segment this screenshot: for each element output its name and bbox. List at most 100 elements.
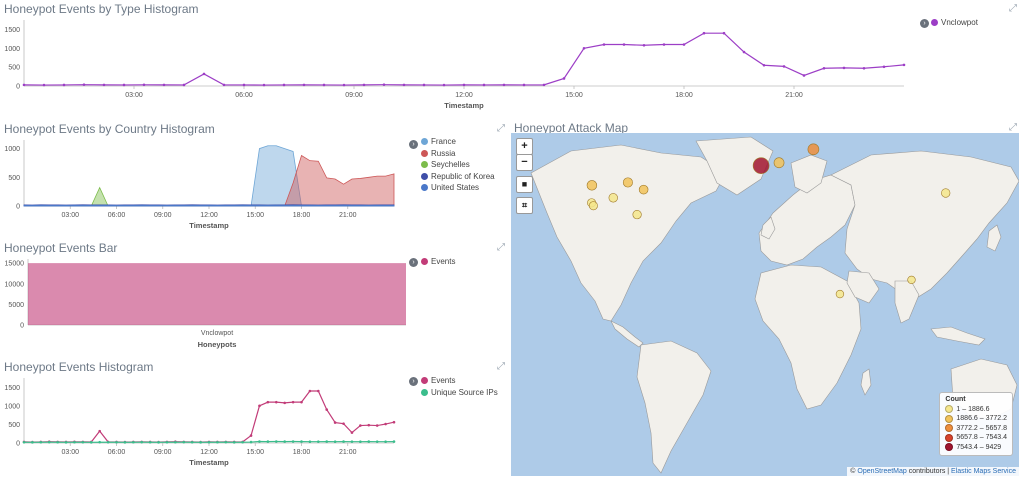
expand-icon[interactable]: ⤢ [1009, 3, 1017, 14]
data-point [274, 440, 278, 443]
data-point [22, 83, 26, 87]
data-point [258, 404, 261, 408]
data-point [291, 440, 295, 443]
legend-item[interactable]: Republic of Korea [421, 171, 495, 183]
data-point [73, 440, 76, 444]
map-point[interactable] [638, 184, 649, 195]
draw-rectangle-button[interactable]: ■ [516, 176, 533, 193]
legend-swatch [421, 149, 428, 157]
map-legend-title: Count [945, 395, 966, 403]
data-point [300, 400, 303, 404]
map-point[interactable] [773, 157, 785, 169]
data-point [542, 83, 546, 87]
data-point [266, 440, 270, 443]
data-point [384, 422, 387, 426]
map-point[interactable] [632, 210, 642, 220]
legend-swatch [421, 388, 428, 396]
x-tick-label: 15:00 [246, 449, 264, 456]
y-tick-label: 500 [8, 422, 20, 429]
world-map[interactable] [511, 133, 1019, 476]
x-tick-label: 03:00 [125, 92, 143, 99]
legend-toggle-icon[interactable]: › [409, 140, 418, 149]
legend-label: Events [431, 376, 456, 386]
data-point [462, 83, 466, 87]
x-axis-label: Honeypots [198, 340, 237, 349]
data-point [442, 83, 446, 87]
map-point[interactable] [752, 157, 770, 174]
map-attribution: © OpenStreetMap contributors | Elastic M… [847, 467, 1019, 476]
data-point [325, 440, 329, 443]
map-point[interactable] [586, 180, 598, 191]
y-tick-label: 1000 [4, 403, 20, 410]
x-tick-label: 06:00 [108, 449, 126, 456]
attribution-mid: contributors | [906, 468, 952, 475]
data-point [562, 77, 566, 80]
data-point [199, 441, 202, 444]
legend-item[interactable]: Russia [421, 148, 495, 160]
x-tick-label: 12:00 [200, 212, 218, 219]
legend-item[interactable]: Seychelles [421, 159, 495, 171]
map-point[interactable] [907, 275, 916, 285]
legend-item[interactable]: France [421, 136, 495, 148]
legend-label: Events [431, 257, 456, 267]
data-point [308, 389, 312, 393]
zoom-in-button[interactable]: + [516, 138, 533, 155]
zoom-out-button[interactable]: − [516, 154, 533, 171]
legend-item[interactable]: United States [421, 182, 495, 194]
madagascar-shape [860, 368, 872, 396]
data-point [392, 440, 396, 443]
expand-icon[interactable]: ⤢ [497, 123, 505, 134]
legend-toggle-icon[interactable]: › [409, 258, 418, 267]
attack-map[interactable]: + − ■ ⌗ Count 1 – 1886.6 1886.6 – 3772.2 3… [511, 133, 1019, 476]
x-tick-label: 21:00 [785, 92, 803, 99]
data-point [482, 83, 486, 87]
legend-label: Republic of Korea [431, 171, 495, 181]
map-legend-swatch [945, 405, 954, 414]
expand-icon[interactable]: ⤢ [497, 242, 505, 253]
x-tick-label: 15:00 [565, 92, 583, 99]
series-area [24, 154, 395, 207]
map-point[interactable] [835, 289, 845, 299]
openstreetmap-link[interactable]: OpenStreetMap [857, 468, 907, 475]
data-point [622, 43, 626, 46]
data-point [190, 440, 194, 444]
crop-icon[interactable]: ⌗ [516, 197, 533, 214]
data-point [359, 424, 362, 427]
central-america-shape [610, 320, 644, 348]
x-tick-label: 12:00 [455, 92, 473, 99]
data-point [31, 441, 34, 444]
legend-toggle-icon[interactable]: › [409, 377, 418, 386]
map-point[interactable] [807, 143, 820, 156]
map-legend-label: 7543.4 – 9429 [956, 443, 1002, 451]
map-point[interactable] [608, 193, 618, 203]
legend-item[interactable]: Unique Source IPs [421, 387, 498, 399]
data-point [762, 63, 766, 67]
data-point [249, 434, 253, 437]
map-point[interactable] [622, 177, 633, 188]
expand-icon[interactable]: ⤢ [1009, 122, 1017, 133]
x-tick-label: 21:00 [339, 449, 357, 456]
elastic-maps-link[interactable]: Elastic Maps Service [951, 468, 1016, 475]
data-point [174, 440, 177, 444]
y-tick-label: 500 [8, 175, 20, 182]
map-legend-item: 1886.6 – 3772.2 [945, 414, 1007, 424]
data-point [822, 66, 826, 70]
data-point [224, 440, 228, 444]
data-point [232, 441, 236, 444]
legend-item[interactable]: Vnclowpot [931, 17, 978, 29]
legend-item[interactable]: Events [421, 256, 455, 268]
y-tick-label: 15000 [5, 261, 25, 268]
map-point[interactable] [588, 201, 598, 211]
events-bar-panel: Honeypot Events Bar ⤢ 0 5000 10000 15000 Vnc… [0, 239, 510, 357]
x-tick-label: 15:00 [246, 212, 264, 219]
expand-icon[interactable]: ⤢ [497, 361, 505, 372]
events-bar-chart: 0 5000 10000 15000 Vnclowpot Honeypots [5, 259, 406, 349]
map-point[interactable] [941, 188, 951, 198]
data-point [64, 441, 68, 444]
country-histogram-chart: 0 500 1000 03:00 06:00 09:00 12:00 15:00 18:00 21… [4, 140, 395, 230]
map-points [586, 143, 951, 299]
data-point [262, 83, 266, 87]
x-axis-label: Timestamp [444, 101, 484, 110]
legend-toggle-icon[interactable]: › [920, 19, 929, 28]
legend-item[interactable]: Events [421, 375, 498, 387]
